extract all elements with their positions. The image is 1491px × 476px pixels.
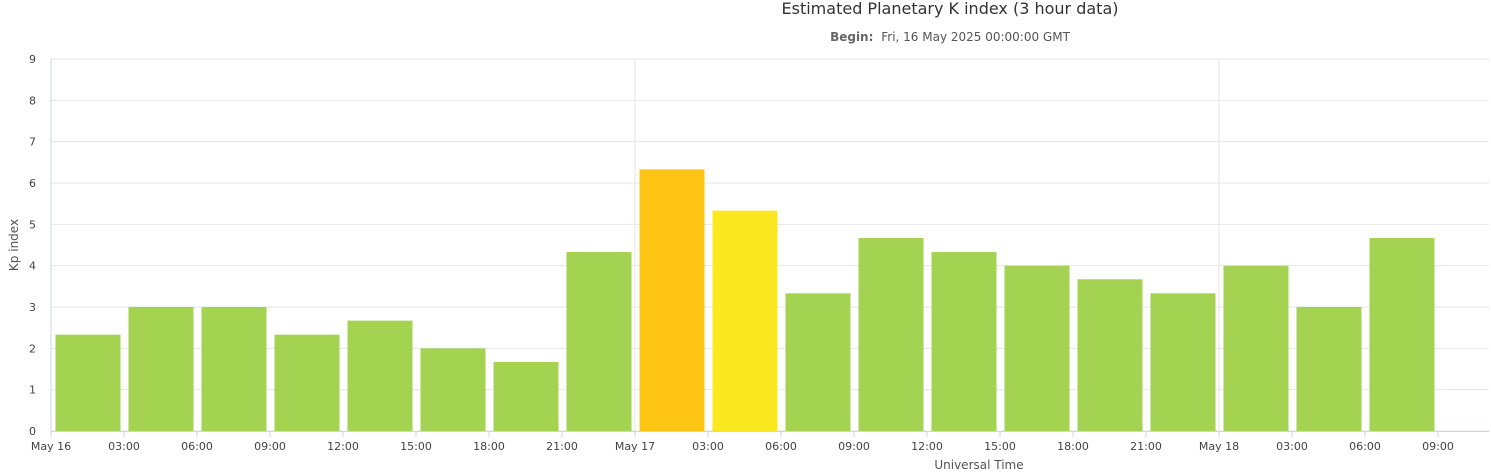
y-tick-label: 0	[29, 425, 36, 438]
chart-subtitle: Begin: Fri, 16 May 2025 00:00:00 GMT	[830, 30, 1071, 44]
x-tick-label: May 16	[31, 440, 71, 453]
bar	[420, 348, 486, 431]
bar	[128, 307, 194, 431]
y-tick-label: 9	[29, 53, 36, 66]
chart-title: Estimated Planetary K index (3 hour data…	[782, 0, 1119, 18]
x-tick-label: 03:00	[1276, 440, 1308, 453]
axes	[50, 59, 1489, 432]
bar	[931, 252, 997, 431]
bar	[785, 293, 851, 431]
bar	[347, 320, 413, 431]
y-tick-label: 2	[29, 342, 36, 355]
bar	[201, 307, 267, 431]
bar	[566, 252, 632, 431]
bar	[639, 169, 705, 432]
x-tick-label: 12:00	[327, 440, 359, 453]
x-tick-label: 21:00	[546, 440, 578, 453]
bar	[55, 334, 121, 431]
bar	[274, 334, 340, 431]
x-tick-label: 15:00	[984, 440, 1016, 453]
x-tick-label: 09:00	[254, 440, 286, 453]
x-tick-label: 09:00	[1422, 440, 1454, 453]
x-tick-label: 03:00	[108, 440, 140, 453]
x-tick-label: 21:00	[1130, 440, 1162, 453]
y-tick-label: 1	[29, 384, 36, 397]
y-tick-label: 6	[29, 177, 36, 190]
y-tick-label: 8	[29, 94, 36, 107]
x-tick-label: 15:00	[400, 440, 432, 453]
x-axis-ticks: May 16 03:00 06:00 09:00 12:00 15:00 18:00 21:0…	[31, 431, 1454, 453]
y-tick-label: 4	[29, 260, 36, 273]
x-tick-label: 18:00	[473, 440, 505, 453]
bar	[858, 237, 924, 431]
x-tick-label: 18:00	[1057, 440, 1089, 453]
subtitle-value: Fri, 16 May 2025 00:00:00 GMT	[881, 30, 1070, 44]
y-tick-label: 7	[29, 136, 36, 149]
x-tick-label: 09:00	[838, 440, 870, 453]
bar	[1077, 279, 1143, 431]
y-axis-label: Kp index	[7, 219, 21, 271]
bar	[1223, 265, 1289, 431]
y-tick-label: 3	[29, 301, 36, 314]
x-axis-label: Universal Time	[934, 458, 1023, 472]
y-axis-ticks: 0 1 2 3 4 5 6 7 8 9	[29, 53, 36, 438]
x-tick-label: 06:00	[181, 440, 213, 453]
bar	[493, 361, 559, 431]
bar	[1369, 237, 1435, 431]
x-tick-label: May 17	[615, 440, 655, 453]
x-tick-label: May 18	[1199, 440, 1239, 453]
x-tick-label: 06:00	[1349, 440, 1381, 453]
subtitle-label: Begin:	[830, 30, 873, 44]
x-tick-label: 06:00	[765, 440, 797, 453]
y-tick-label: 5	[29, 218, 36, 231]
bar	[712, 210, 778, 431]
bar-series	[55, 169, 1435, 432]
x-tick-label: 12:00	[911, 440, 943, 453]
bar	[1004, 265, 1070, 431]
bar	[1150, 293, 1216, 431]
bar	[1296, 307, 1362, 431]
x-tick-label: 03:00	[692, 440, 724, 453]
